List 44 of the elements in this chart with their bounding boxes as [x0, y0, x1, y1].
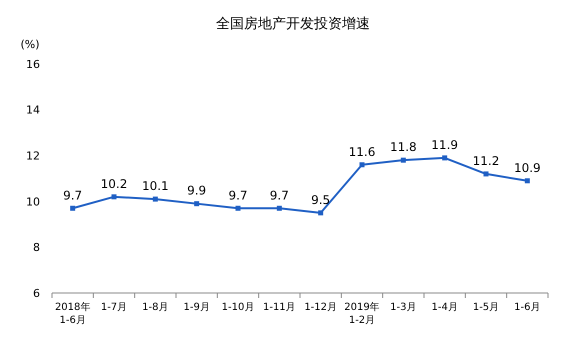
x-tick-label: 1-6月 [514, 302, 541, 313]
point [70, 206, 76, 211]
y-tick-label: 8 [33, 241, 40, 254]
point [152, 196, 158, 202]
y-tick-label: 12 [26, 149, 40, 162]
point [442, 155, 448, 160]
y-axis-title: (%) [20, 38, 40, 51]
point [524, 178, 530, 184]
data-label: 9.7 [270, 188, 289, 202]
point [400, 158, 406, 163]
point [112, 194, 116, 200]
point [236, 206, 240, 211]
data-label: 11.2 [472, 154, 500, 168]
data-label: 10.1 [142, 179, 169, 194]
chart-title: 全国房地产开发投资增速 [216, 16, 370, 32]
data-label: 10.2 [100, 176, 128, 191]
x-tick-label: 1-3月 [390, 302, 417, 313]
y-tick-label: 6 [33, 286, 40, 300]
x-tick-label: 1-9月 [183, 302, 210, 313]
y-tick-label: 10 [26, 195, 40, 208]
data-label: 11.9 [431, 138, 458, 152]
data-label: 9.7 [228, 188, 248, 202]
point [194, 201, 200, 206]
x-tick-label: 1-8月 [142, 302, 169, 313]
x-tick-label: 1-5月 [472, 302, 500, 313]
data-label: 11.6 [348, 144, 376, 159]
point [276, 206, 282, 211]
data-label: 10.9 [514, 160, 541, 175]
x-tick-label: 1-7月 [100, 302, 128, 313]
x-tick-label: 1-4月 [431, 302, 458, 313]
x-tick-label: 1-10月 [222, 302, 254, 313]
data-label: 9.7 [63, 188, 82, 202]
point [360, 162, 364, 168]
point [484, 171, 488, 176]
y-tick-label: 14 [26, 104, 40, 117]
y-tick-label: 16 [26, 58, 40, 71]
data-label: 11.8 [390, 140, 417, 154]
x-tick-label: 1-11月 [262, 302, 296, 313]
x-tick-label: 2019年 1-2月 [344, 301, 380, 326]
data-label: 9.9 [187, 184, 206, 198]
x-tick-label: 1-12月 [304, 302, 338, 313]
point [318, 210, 324, 216]
data-label: 9.5 [311, 192, 330, 207]
x-tick-label: 2018年 1-6月 [54, 301, 90, 326]
